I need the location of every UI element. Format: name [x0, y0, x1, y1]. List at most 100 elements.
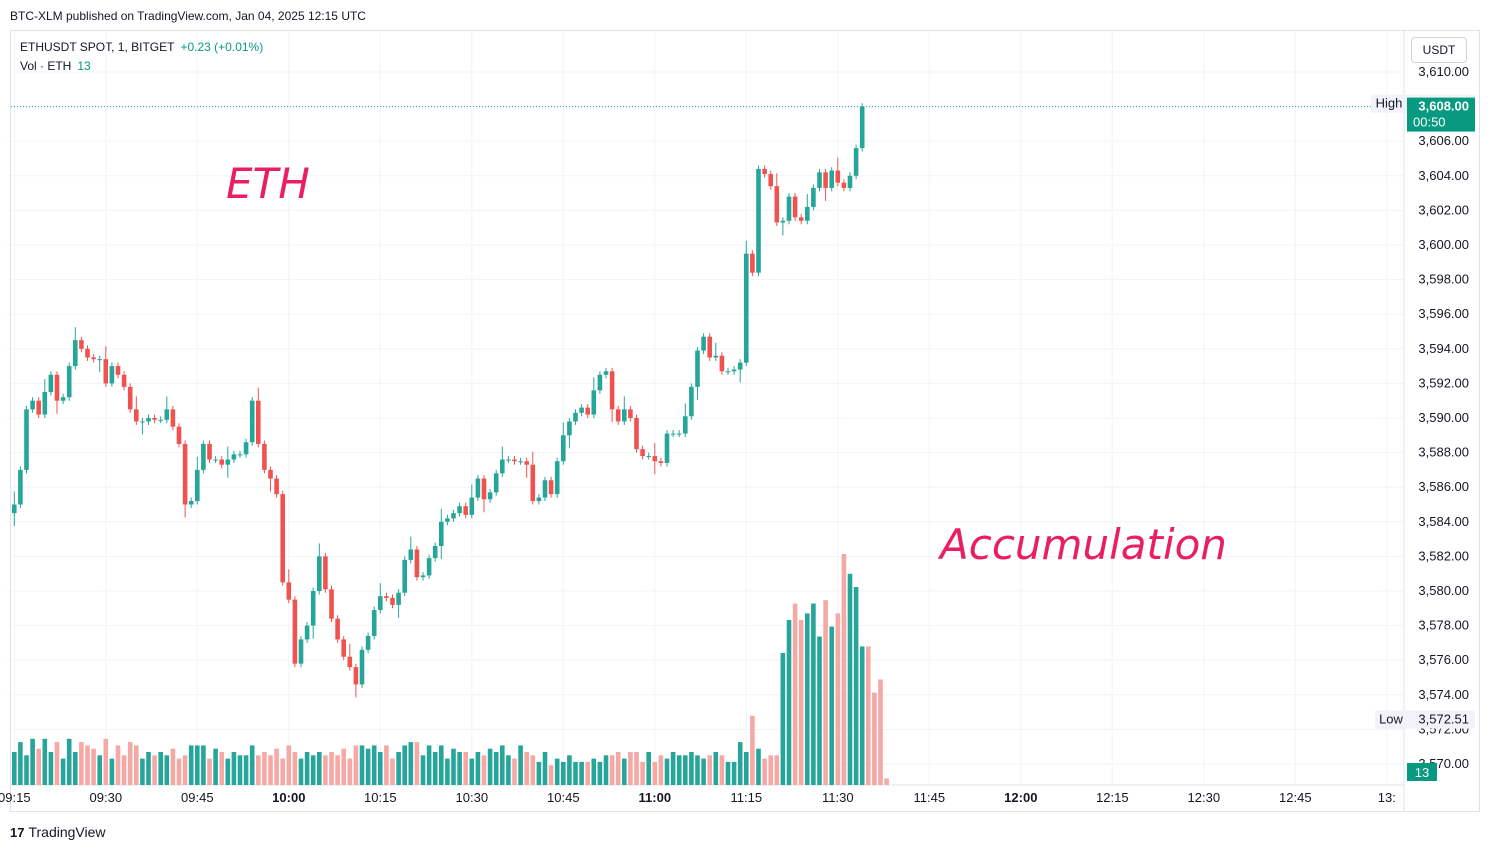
candle-body — [384, 596, 389, 598]
candle — [249, 397, 255, 446]
candle-body — [518, 461, 523, 463]
candle — [707, 333, 712, 361]
price-tick-label: 3,584.00 — [1418, 514, 1469, 529]
candle-body — [469, 497, 475, 515]
candle — [152, 414, 157, 424]
volume-bar — [481, 755, 487, 785]
candle — [542, 476, 548, 502]
candle — [24, 405, 29, 474]
volume-bar — [548, 765, 554, 785]
candle — [469, 484, 475, 519]
candle-body — [798, 217, 804, 221]
candle-body — [829, 170, 834, 188]
candle — [487, 488, 493, 503]
candle-body — [121, 374, 127, 387]
candle-body — [536, 497, 542, 502]
candle — [353, 663, 359, 698]
volume-bar — [518, 745, 523, 785]
candle-body — [371, 610, 377, 636]
volume-bar — [530, 755, 536, 785]
symbol-label[interactable]: ETHUSDT SPOT, 1, BITGET — [20, 40, 175, 54]
volume-bar — [780, 653, 786, 785]
volume-bar — [500, 745, 505, 785]
candle — [768, 170, 773, 190]
tradingview-footer[interactable]: 17 TradingView — [10, 824, 106, 840]
candle-body — [335, 618, 340, 640]
candle-body — [48, 374, 54, 393]
candle — [292, 596, 298, 668]
candle-body — [719, 355, 725, 372]
candle-body — [524, 461, 529, 465]
candle-body — [158, 419, 163, 421]
volume-bar — [231, 752, 237, 785]
candle-body — [146, 418, 151, 422]
time-tick-label: 10:30 — [456, 790, 489, 805]
candle — [109, 362, 115, 387]
candle-body — [66, 366, 72, 398]
candle-body — [280, 494, 285, 583]
candle-body — [188, 501, 194, 505]
candle-body — [140, 421, 145, 423]
volume-bar — [579, 761, 584, 785]
candle-body — [756, 168, 761, 273]
volume-bar — [554, 758, 560, 785]
volume-bar — [719, 755, 725, 785]
candle-body — [347, 656, 353, 668]
volume-bar — [469, 758, 475, 785]
volume-bar — [85, 745, 90, 785]
volume-bar — [408, 742, 414, 785]
volume-bar — [640, 761, 645, 785]
candle — [512, 456, 517, 465]
currency-button[interactable]: USDT — [1411, 37, 1467, 63]
candle — [756, 165, 761, 277]
volume-bar — [664, 758, 670, 785]
volume-bar — [347, 758, 353, 785]
candle-body — [408, 549, 414, 560]
time-tick-label: 11:00 — [639, 790, 672, 805]
candle — [54, 371, 60, 414]
candle-body — [542, 480, 548, 498]
candle — [256, 387, 261, 448]
candle — [573, 409, 578, 425]
symbol-legend[interactable]: ETHUSDT SPOT, 1, BITGET +0.23 (+0.01%) — [20, 40, 263, 54]
price-tick-label: 3,578.00 — [1418, 618, 1469, 633]
volume-bar — [652, 761, 658, 785]
volume-bar — [737, 742, 743, 785]
volume-label: Vol · ETH — [20, 59, 72, 73]
candle-body — [24, 409, 29, 470]
candle — [121, 371, 127, 391]
candle — [518, 457, 523, 465]
candle-body — [134, 409, 139, 422]
candle — [658, 457, 664, 467]
candle-body — [707, 336, 712, 358]
price-tick-label: 3,592.00 — [1418, 375, 1469, 390]
volume-bar — [18, 742, 23, 785]
annotation-eth: ETH — [226, 159, 310, 208]
candle-body — [414, 549, 420, 578]
volume-legend[interactable]: Vol · ETH 13 — [20, 59, 91, 73]
candle — [823, 168, 828, 201]
candle — [762, 165, 767, 178]
candle — [780, 217, 786, 236]
price-tick-label: 3,576.00 — [1418, 652, 1469, 667]
annotation-accumulation: Accumulation — [937, 520, 1227, 569]
candle-body — [54, 374, 60, 401]
volume-bar — [323, 755, 328, 785]
candle — [817, 168, 822, 192]
volume-bar — [317, 752, 322, 785]
candle — [524, 457, 529, 478]
volume-bar — [463, 752, 468, 785]
candle-body — [243, 442, 249, 455]
candle-body — [317, 556, 322, 591]
candle — [396, 589, 401, 618]
chart-frame — [10, 30, 1480, 812]
candle — [304, 622, 310, 643]
candle-body — [823, 172, 828, 188]
candle — [737, 359, 743, 383]
volume-bar — [670, 752, 676, 785]
candle — [731, 366, 737, 375]
candle — [652, 443, 658, 475]
volume-bar — [121, 755, 127, 785]
candle-body — [689, 386, 694, 417]
